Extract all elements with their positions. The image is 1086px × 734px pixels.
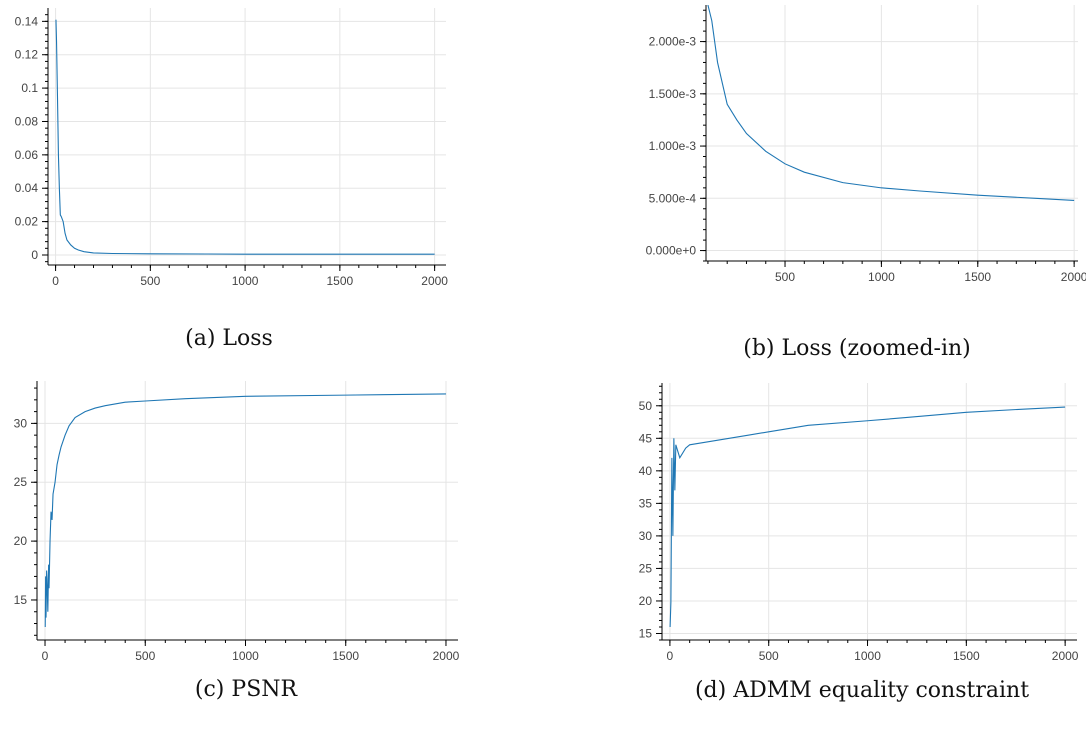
x-tick-label: 2000 — [1052, 649, 1079, 663]
series-line — [669, 406, 1066, 628]
x-tick-label: 0 — [667, 649, 674, 663]
y-tick-label: 20 — [14, 534, 28, 548]
series-line — [44, 393, 446, 628]
chart-loss: 0 500 1000 1500 2000 0 0.02 0.04 0.06 0.08 0.1 0.12… — [15, 8, 448, 288]
y-tick-label: 0.14 — [15, 14, 39, 28]
chart-admm-constraint: 0 500 1000 1500 2000 15 20 25 30 35 40 45 50 — [639, 383, 1079, 663]
y-tick-label: 1.500e-3 — [649, 87, 697, 101]
x-tick-label: 1000 — [854, 649, 881, 663]
y-tick-label: 25 — [639, 561, 653, 575]
x-tick-label: 500 — [759, 649, 779, 663]
series-line — [707, 5, 1075, 201]
x-tick-label: 0 — [42, 649, 49, 663]
y-tick-label: 0.12 — [15, 48, 39, 62]
x-tick-label: 1500 — [964, 270, 991, 284]
y-tick-label: 35 — [639, 496, 653, 510]
x-tick-label: 2000 — [1061, 270, 1086, 284]
y-tick-label: 25 — [14, 475, 28, 489]
caption-psnr: (c) PSNR — [195, 677, 299, 702]
y-tick-label: 40 — [639, 464, 653, 478]
chart-psnr: 0 500 1000 1500 2000 15 20 25 30 — [14, 381, 460, 663]
y-tick-label: 2.000e-3 — [649, 35, 697, 49]
y-tick-label: 50 — [639, 399, 653, 413]
y-tick-label: 5.000e-4 — [649, 191, 697, 205]
y-tick-label: 0.04 — [15, 181, 39, 195]
y-tick-label: 15 — [639, 626, 653, 640]
x-tick-label: 0 — [52, 274, 59, 288]
y-tick-label: 0.000e+0 — [646, 244, 697, 258]
y-tick-label: 1.000e-3 — [649, 139, 697, 153]
y-tick-label: 0 — [31, 248, 38, 262]
caption-admm-constraint: (d) ADMM equality constraint — [695, 678, 1029, 703]
caption-loss: (a) Loss — [185, 326, 273, 351]
y-tick-label: 20 — [639, 594, 653, 608]
x-tick-label: 2000 — [433, 649, 460, 663]
y-tick-label: 15 — [14, 593, 28, 607]
x-tick-label: 1000 — [232, 649, 259, 663]
caption-loss-zoomed: (b) Loss (zoomed-in) — [743, 336, 971, 361]
y-tick-label: 0.1 — [21, 81, 38, 95]
x-tick-label: 500 — [135, 649, 155, 663]
x-tick-label: 1000 — [232, 274, 259, 288]
x-tick-label: 500 — [775, 270, 795, 284]
x-tick-label: 500 — [140, 274, 160, 288]
x-tick-label: 1500 — [953, 649, 980, 663]
y-tick-label: 0.02 — [15, 215, 39, 229]
y-tick-label: 30 — [14, 416, 28, 430]
y-tick-label: 45 — [639, 431, 653, 445]
y-tick-label: 30 — [639, 529, 653, 543]
y-tick-label: 0.06 — [15, 148, 39, 162]
y-tick-label: 0.08 — [15, 114, 39, 128]
series-line — [55, 19, 435, 255]
x-tick-label: 2000 — [421, 274, 448, 288]
chart-loss-zoomed: 500 1000 1500 2000 0.000e+0 5.000e-4 1.000e-3 1… — [646, 5, 1086, 284]
x-tick-label: 1000 — [868, 270, 895, 284]
x-tick-label: 1500 — [327, 274, 354, 288]
x-tick-label: 1500 — [332, 649, 359, 663]
